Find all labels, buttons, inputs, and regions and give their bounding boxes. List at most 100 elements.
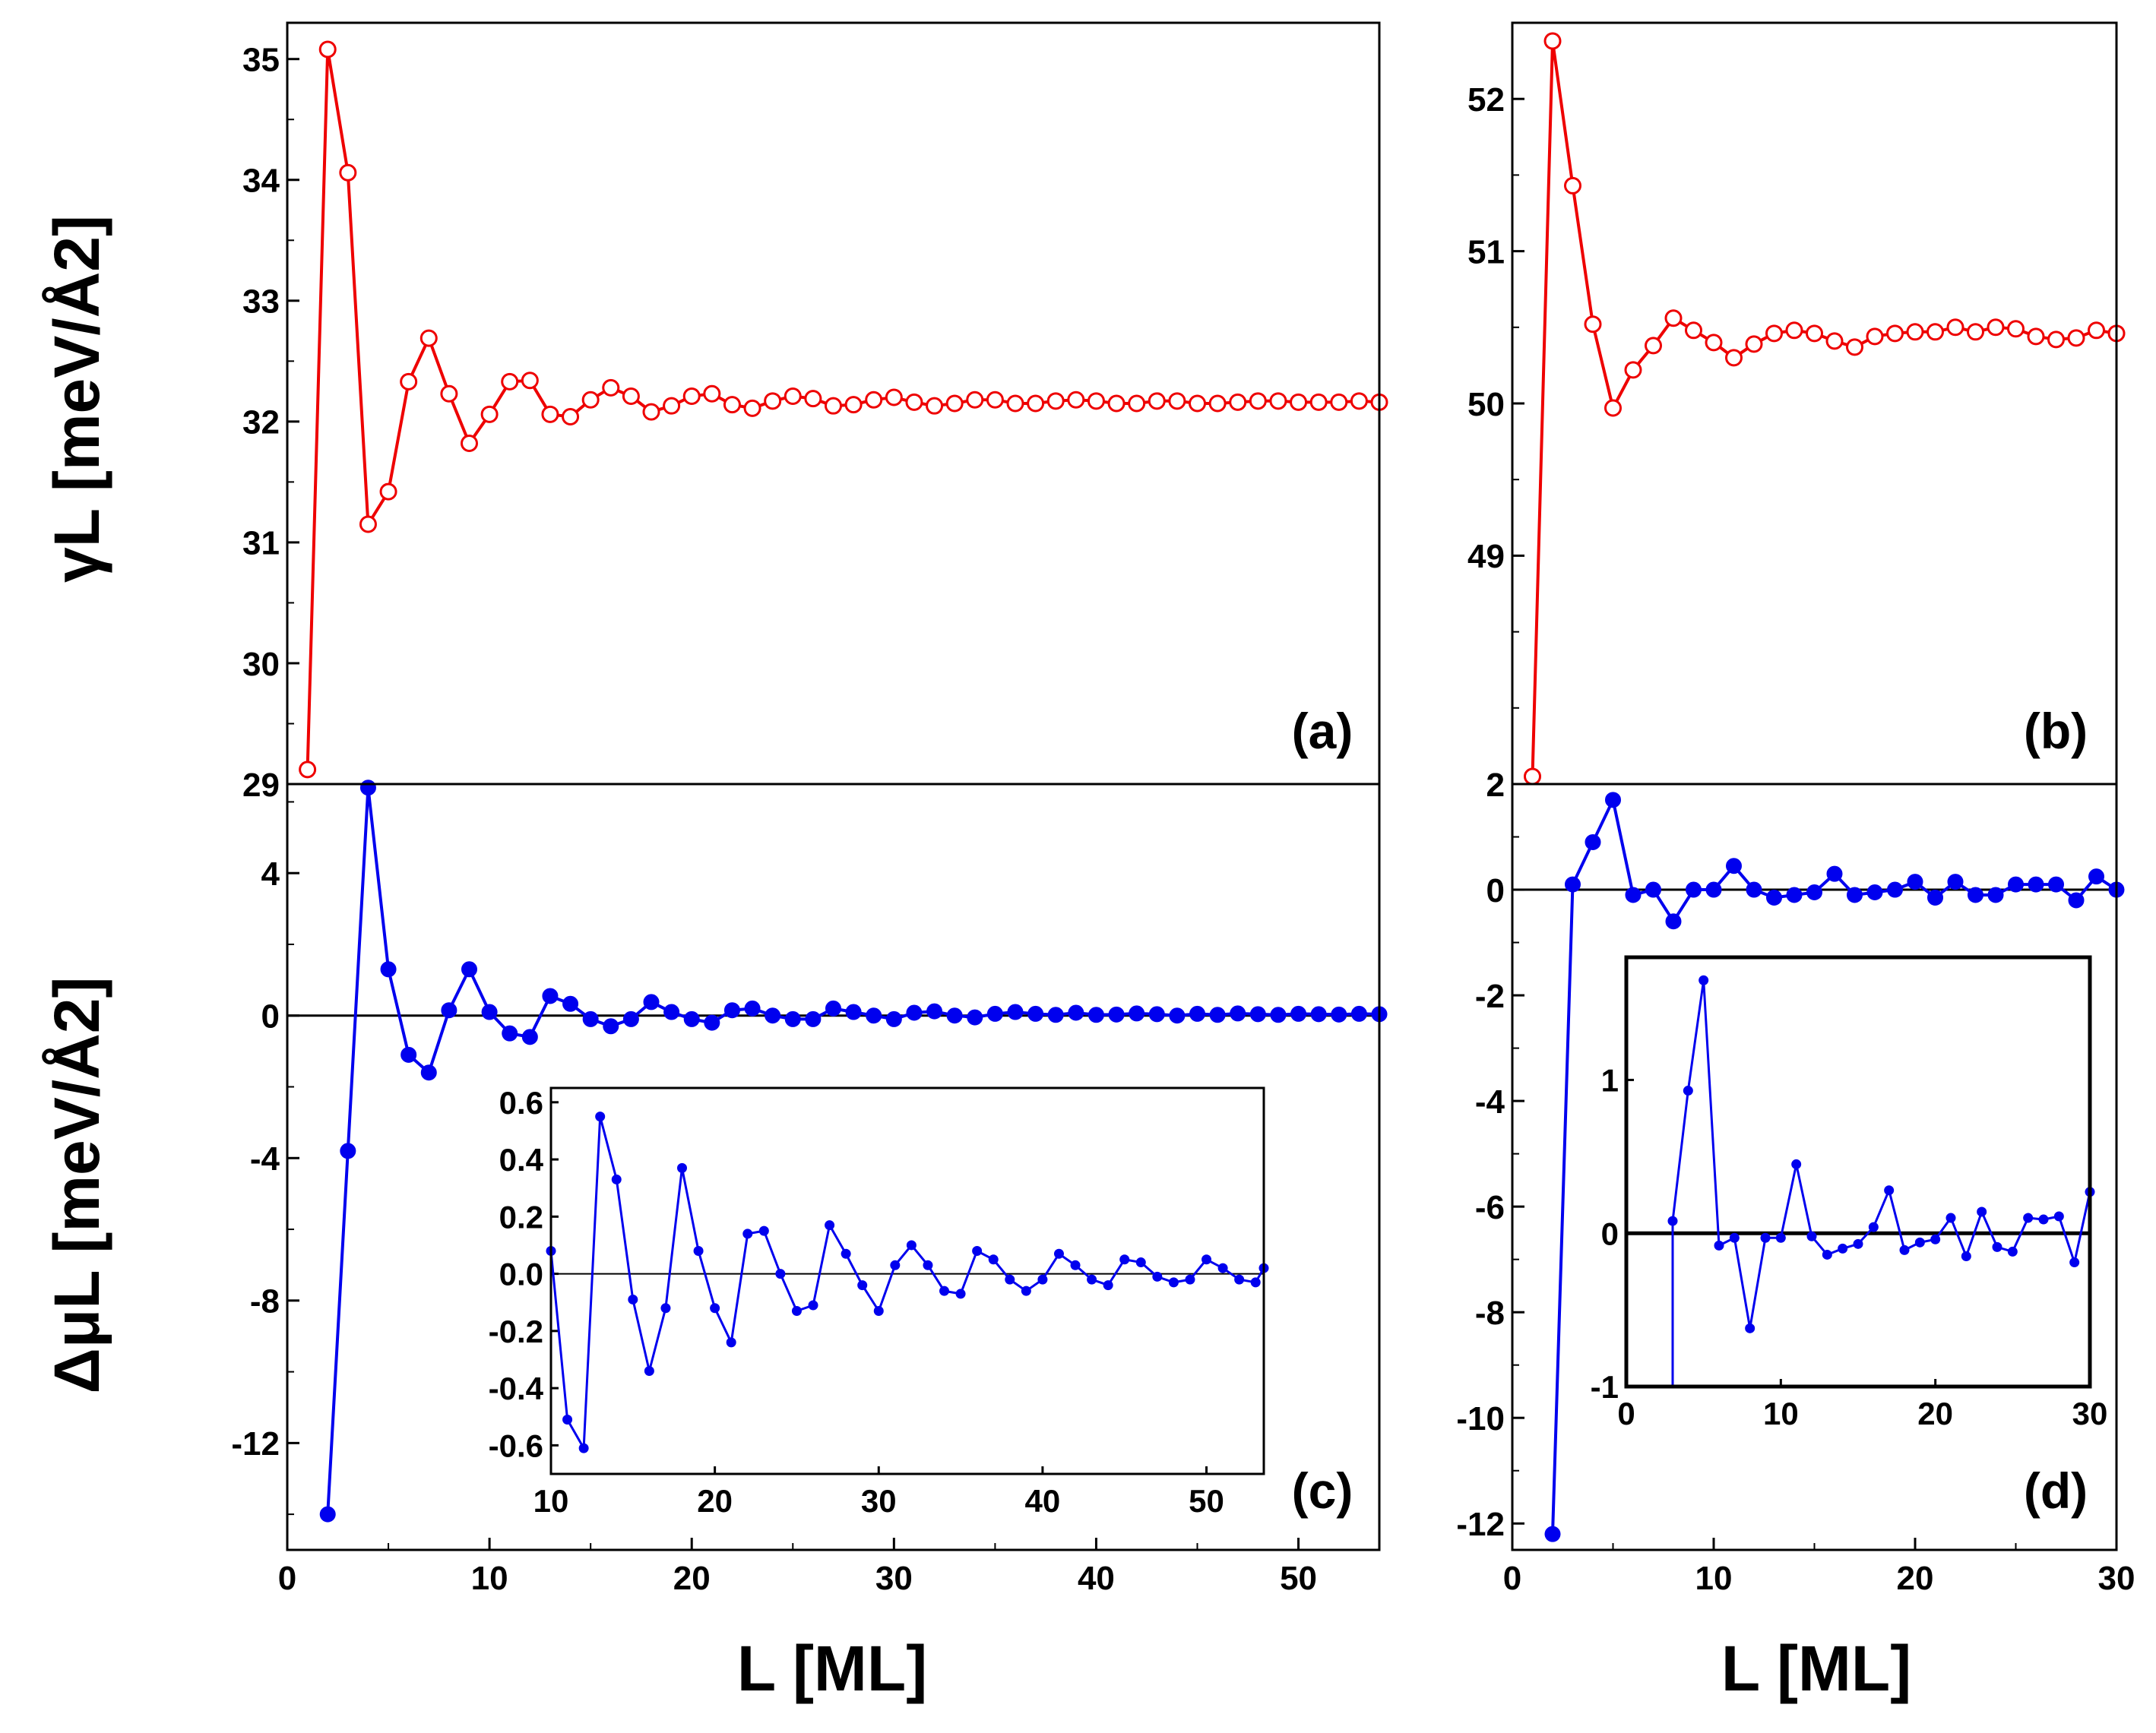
- data-point: [2067, 329, 2085, 347]
- data-point: [339, 163, 357, 182]
- y-tick-label: -2: [1475, 978, 1505, 1015]
- panel-label-d: (d): [2024, 1463, 2088, 1519]
- data-point: [2023, 1213, 2034, 1223]
- data-point: [1699, 975, 1709, 985]
- data-point: [1624, 361, 1642, 379]
- y-tick-label: 49: [1467, 538, 1505, 575]
- data-point: [2048, 876, 2064, 893]
- data-point: [1838, 1243, 1848, 1254]
- data-point: [611, 1174, 622, 1184]
- data-point: [825, 397, 842, 415]
- x-tick-label: 10: [1695, 1560, 1733, 1597]
- data-point: [1791, 1159, 1802, 1169]
- data-point: [693, 1245, 704, 1256]
- x-tick-label: 20: [1897, 1560, 1934, 1597]
- data-point: [319, 1506, 336, 1523]
- x-tick-label: 30: [2098, 1560, 2135, 1597]
- data-point: [682, 387, 701, 405]
- data-point: [1765, 324, 1783, 343]
- data-point: [1806, 884, 1822, 901]
- data-point: [1070, 1260, 1081, 1270]
- data-point: [1705, 334, 1723, 352]
- data-point: [1217, 1263, 1228, 1273]
- data-point: [1135, 1257, 1146, 1268]
- data-point: [400, 1046, 417, 1063]
- data-point: [844, 396, 863, 414]
- data-point: [1087, 392, 1105, 410]
- data-point: [2028, 876, 2044, 893]
- data-point: [885, 388, 903, 406]
- y-tick-label: -0.4: [489, 1371, 544, 1406]
- data-point: [1168, 392, 1186, 410]
- data-point: [1665, 913, 1682, 930]
- panel-a: 29 30 31 32 33 34 35 (a): [242, 21, 1388, 804]
- data-point: [710, 1303, 720, 1314]
- data-point: [1564, 176, 1581, 194]
- data-point: [1185, 1274, 1195, 1285]
- data-point: [1290, 1005, 1307, 1022]
- data-point: [420, 1064, 437, 1081]
- data-point: [1745, 335, 1763, 353]
- data-point: [1037, 1274, 1048, 1285]
- data-point: [723, 396, 741, 414]
- data-point: [1625, 887, 1642, 903]
- data-point: [967, 1009, 983, 1026]
- data-point: [1645, 337, 1662, 355]
- data-point: [890, 1260, 901, 1270]
- x-tick-label: 0: [278, 1560, 296, 1597]
- y-tick-label: 33: [242, 283, 280, 321]
- x-tick-label: 50: [1189, 1483, 1224, 1519]
- data-point: [562, 1415, 573, 1425]
- y-tick-label: 2: [1486, 767, 1505, 804]
- y-tick-label: -10: [1456, 1400, 1505, 1437]
- data-point: [1290, 393, 1308, 411]
- plot-frame: [286, 783, 1381, 1551]
- data-point: [502, 1025, 518, 1042]
- data-point: [825, 1220, 835, 1231]
- data-point: [379, 482, 397, 501]
- y-tick-label: 0: [261, 998, 280, 1036]
- data-point: [1148, 392, 1166, 410]
- data-point: [926, 1003, 943, 1020]
- y-tick-label: -1: [1591, 1369, 1619, 1405]
- data-point: [1107, 394, 1125, 413]
- data-point: [1853, 1238, 1863, 1249]
- data-point: [1046, 392, 1065, 410]
- data-point: [1027, 394, 1045, 413]
- data-point: [1152, 1271, 1163, 1282]
- data-point: [1947, 874, 1964, 890]
- data-point: [1047, 1007, 1064, 1023]
- data-point: [1208, 394, 1227, 413]
- x-tick-label: 30: [2072, 1396, 2108, 1431]
- data-point: [1992, 1241, 2002, 1252]
- data-point: [1021, 1286, 1031, 1296]
- data-point: [988, 1254, 999, 1265]
- data-point: [1886, 324, 1904, 343]
- data-point: [804, 390, 822, 408]
- data-point: [1189, 1005, 1205, 1022]
- data-point: [808, 1300, 818, 1311]
- data-point: [2088, 868, 2104, 885]
- data-point: [1930, 1234, 1941, 1244]
- plot-frame: [1624, 955, 2092, 1389]
- data-point: [1987, 318, 2005, 337]
- data-point: [581, 391, 600, 409]
- y-tick-label: 4: [261, 855, 280, 893]
- data-point: [683, 1010, 700, 1027]
- y-tick-label: -4: [250, 1140, 280, 1178]
- data-point: [1565, 876, 1581, 893]
- data-point: [1945, 1213, 1956, 1223]
- data-point: [1987, 887, 2004, 903]
- y-tick-label: 2: [1486, 767, 1505, 804]
- data-point: [521, 372, 539, 390]
- x-tick-label: 20: [673, 1560, 711, 1597]
- y-tick-label: -12: [231, 1425, 280, 1463]
- y-tick-label: 32: [242, 404, 280, 441]
- y-tick-label: 51: [1467, 233, 1505, 270]
- data-point: [1785, 321, 1803, 340]
- data-point: [1108, 1006, 1125, 1023]
- data-point: [784, 1010, 801, 1027]
- data-point: [1786, 887, 1803, 903]
